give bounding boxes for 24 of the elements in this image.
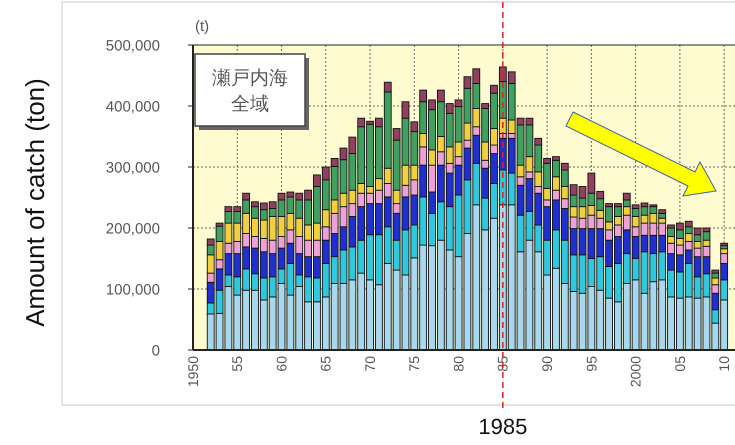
text: (t)	[195, 18, 210, 35]
x-tick-label: 80	[450, 356, 466, 372]
y-tick-label: 300,000	[106, 159, 160, 176]
x-tick-label: 95	[583, 356, 600, 372]
ref-line-label: 1985	[478, 414, 528, 439]
x-tick-label: 65	[318, 356, 334, 372]
y-tick-label: 500,000	[106, 37, 160, 54]
x-tick-label: 75	[406, 356, 422, 372]
x-tick-label: 70	[362, 356, 378, 372]
x-tick-label: 60	[273, 356, 290, 372]
x-tick-label: 1950	[184, 356, 201, 388]
annotation: 全域	[231, 93, 269, 115]
x-tick-label: 55	[229, 356, 246, 372]
y-axis-title: Amount of catch (ton)	[20, 78, 50, 327]
x-tick-label: 90	[539, 356, 555, 372]
x-tick-label: 05	[672, 356, 688, 372]
y-tick-label: 200,000	[106, 220, 160, 238]
annotation: 瀬戸内海	[212, 67, 288, 89]
y-tick-label: 0	[152, 342, 160, 360]
x-tick-label: 2000	[628, 356, 644, 388]
y-tick-label: 400,000	[106, 98, 160, 116]
y-tick-label: 100,000	[106, 281, 160, 298]
bar	[720, 242, 728, 246]
x-tick-label: 10	[716, 356, 732, 372]
